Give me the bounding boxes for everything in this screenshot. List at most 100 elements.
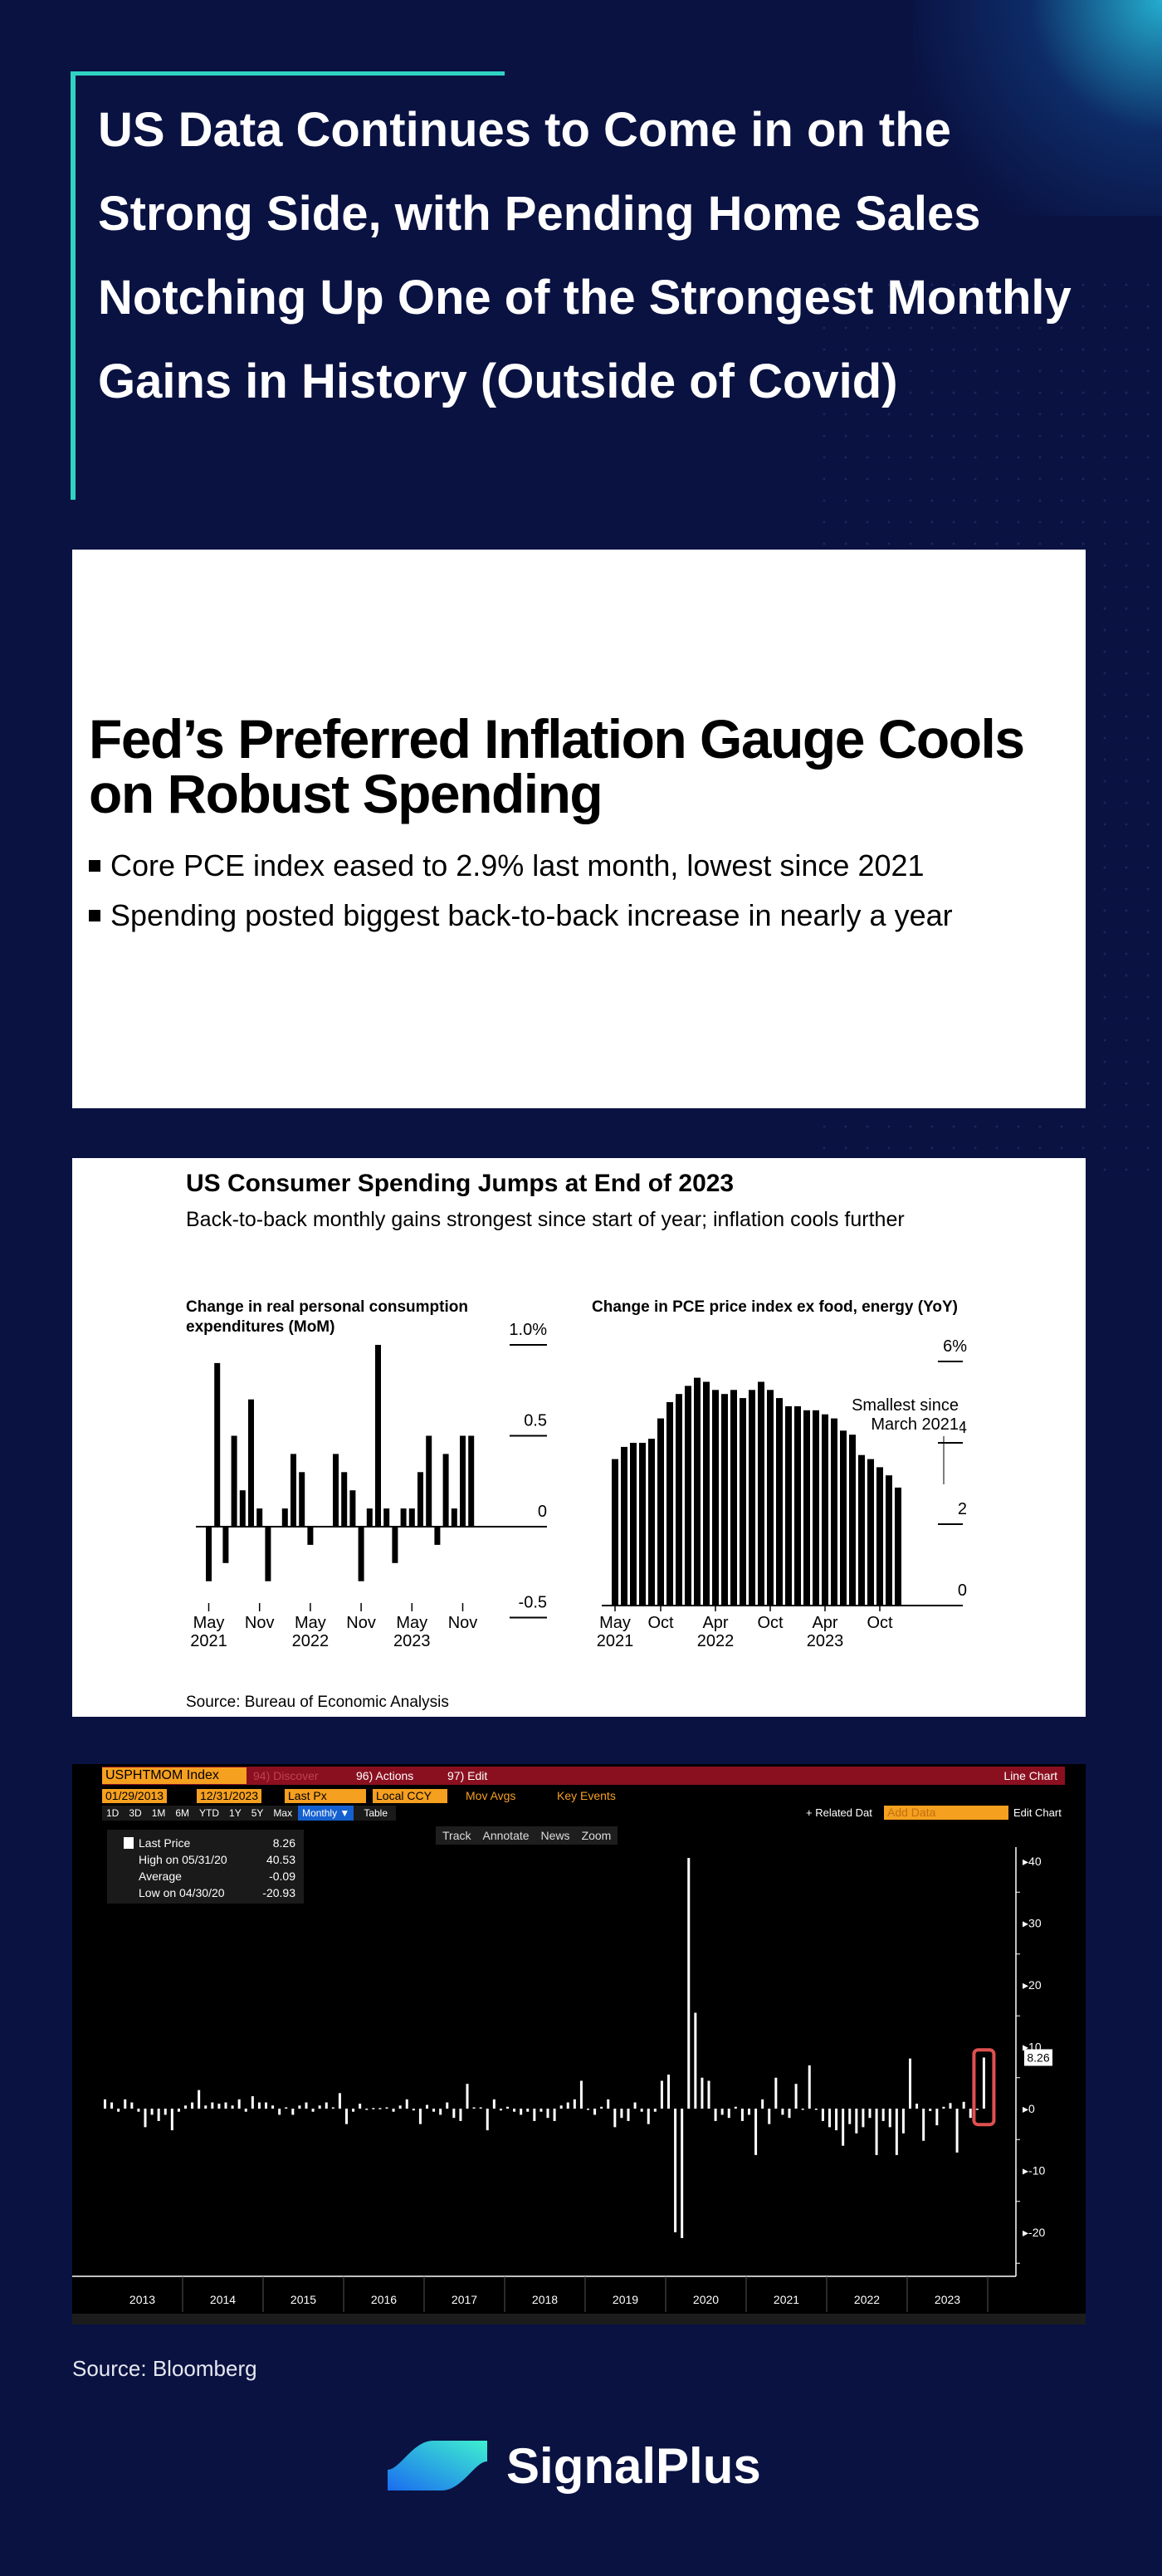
zoom-tool[interactable]: Zoom [581, 1829, 612, 1842]
chart-type-label[interactable]: Line Chart [1003, 1769, 1057, 1782]
month-bar [257, 2102, 261, 2109]
range-button[interactable]: 3D [129, 1807, 142, 1819]
pce-chart-xtick-label: May [599, 1614, 631, 1632]
news-tool[interactable]: News [540, 1829, 570, 1842]
month-bar [331, 2107, 334, 2109]
month-bar [768, 2109, 771, 2124]
pce-chart-ytick-label: 2 [958, 1500, 967, 1518]
period-select[interactable]: Monthly ▼ [298, 1806, 354, 1821]
month-bar [472, 2107, 476, 2109]
actions-menu[interactable]: 96) Actions [356, 1769, 414, 1782]
month-bar [184, 2105, 187, 2109]
month-bar [707, 2080, 710, 2109]
annotation-text: Smallest since [852, 1396, 959, 1415]
signalplus-logo-icon [388, 2441, 487, 2490]
month-bar [888, 2109, 891, 2128]
pce-chart-bar [849, 1435, 856, 1606]
month-bar [352, 2109, 355, 2112]
bullet-icon [89, 860, 100, 872]
month-bar [579, 2080, 583, 2109]
pce-chart-bar [648, 1439, 655, 1606]
range-button[interactable]: YTD [199, 1807, 220, 1819]
month-bar [814, 2109, 818, 2110]
y-tick-label: ▸40 [1023, 1855, 1042, 1868]
month-bar [359, 2104, 362, 2109]
month-bar [727, 2109, 730, 2119]
month-bar [955, 2109, 959, 2153]
mom-chart-xtick-label: Nov [448, 1614, 478, 1632]
month-bar [835, 2109, 838, 2131]
month-bar [291, 2109, 295, 2115]
mom-chart-bar [383, 1508, 390, 1527]
month-bar [901, 2109, 905, 2134]
mom-chart-bar [375, 1345, 381, 1527]
key-events-toggle[interactable]: Key Events [557, 1789, 616, 1802]
range-button[interactable]: 1Y [229, 1807, 242, 1819]
pce-chart-bar [813, 1410, 819, 1606]
mom-chart-xtick-label: May [295, 1614, 326, 1632]
pce-chart-bar [694, 1377, 701, 1606]
pce-chart-bar [840, 1430, 847, 1606]
start-date-input[interactable]: 01/29/2013 [102, 1789, 168, 1803]
month-bar [130, 2102, 134, 2109]
pce-chart-bar [621, 1446, 627, 1606]
month-bar [104, 2099, 106, 2109]
year-label: 2015 [290, 2293, 316, 2306]
range-button[interactable]: Max [273, 1807, 293, 1819]
add-data-input[interactable]: Add Data [884, 1806, 1008, 1820]
month-bar [647, 2109, 650, 2124]
year-label: 2021 [774, 2293, 799, 2306]
related-data-button[interactable]: + Related Dat [806, 1806, 872, 1819]
mom-chart-bar [231, 1435, 237, 1527]
terminal-title-bar [102, 1767, 1065, 1785]
month-bar [164, 2109, 167, 2115]
month-bar [265, 2102, 267, 2109]
annotate-tool[interactable]: Annotate [482, 1829, 530, 1842]
article-card: Fed’s Preferred Inflation Gauge Cools on… [72, 550, 1086, 1108]
month-bar [298, 2105, 301, 2109]
pce-chart-bar [721, 1394, 728, 1606]
month-bar [587, 2109, 589, 2110]
track-tool[interactable]: Track [442, 1829, 471, 1842]
range-button[interactable]: 1D [106, 1807, 120, 1819]
month-bar [660, 2080, 663, 2109]
month-bar [385, 2107, 388, 2109]
month-bar [781, 2109, 784, 2115]
pce-chart-bar [740, 1398, 746, 1606]
legend-row: Average -0.09 [115, 1868, 295, 1884]
mom-chart-bar [400, 1508, 407, 1527]
ticker-field[interactable]: USPHTMOM Index [102, 1767, 247, 1784]
mom-chart-bar [434, 1527, 441, 1545]
mom-chart-bar [214, 1362, 221, 1527]
month-bar [150, 2109, 154, 2115]
month-bar [875, 2109, 878, 2155]
month-bar [915, 2104, 919, 2109]
month-bar [694, 2012, 697, 2109]
mom-chart-bar [366, 1508, 373, 1527]
mov-avgs-toggle[interactable]: Mov Avgs [466, 1789, 516, 1802]
range-button[interactable]: 6M [175, 1807, 190, 1819]
month-bar [157, 2109, 160, 2121]
table-button[interactable]: Table [364, 1807, 388, 1819]
chart-toolbar: Track Annotate News Zoom [436, 1826, 618, 1845]
month-bar [881, 2109, 885, 2121]
y-tick-label: ▸0 [1023, 2102, 1035, 2115]
mom-chart-bar [206, 1527, 212, 1581]
month-bar [251, 2096, 254, 2109]
pce-chart-bar [831, 1418, 837, 1606]
mom-chart-bar [256, 1508, 263, 1527]
pce-chart-bar [657, 1418, 664, 1606]
month-bar [224, 2102, 227, 2109]
mom-chart-xtick-year: 2023 [393, 1632, 431, 1650]
month-bar [345, 2109, 348, 2124]
edit-menu[interactable]: 97) Edit [447, 1769, 488, 1782]
range-button[interactable]: 1M [151, 1807, 166, 1819]
edit-chart-button[interactable]: Edit Chart [1013, 1806, 1062, 1819]
discover-menu[interactable]: 94) Discover [253, 1769, 319, 1782]
end-date-input[interactable]: 12/31/2023 [197, 1789, 262, 1803]
currency-select[interactable]: Local CCY [373, 1789, 447, 1803]
range-button[interactable]: 5Y [251, 1807, 264, 1819]
field-select[interactable]: Last Px [285, 1789, 366, 1803]
last-value-label: 8.26 [1027, 2051, 1049, 2064]
